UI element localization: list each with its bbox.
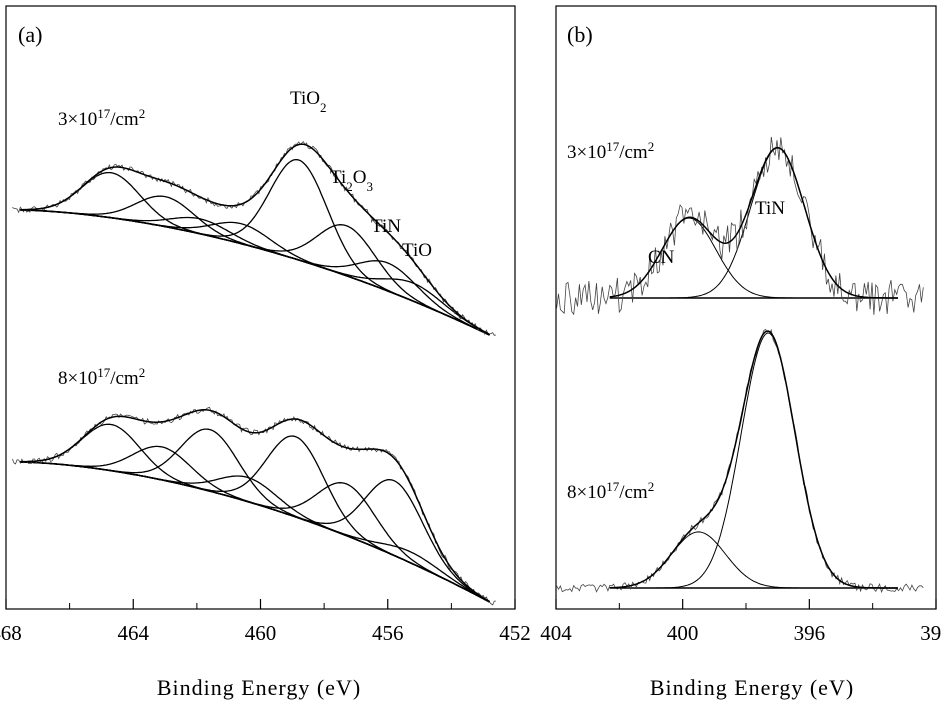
background-line (21, 209, 490, 336)
fit-component (20, 435, 490, 603)
panel-b-plot (556, 136, 924, 594)
x-tick-label: 400 (667, 621, 699, 645)
series-label-8e17-a: 8×1017/cm2 (58, 365, 145, 390)
panel-a-label: (a) (18, 22, 42, 47)
peak-label-cn: CN (648, 247, 675, 268)
x-tick-label: 464 (118, 621, 150, 645)
fit-component (20, 461, 490, 603)
fit-envelope (609, 146, 898, 299)
panel-b-xlabel: Binding Energy (eV) (650, 675, 854, 700)
x-tick-label: 468 (0, 621, 22, 645)
x-tick-label: 452 (499, 621, 531, 645)
raw-spectrum (556, 136, 924, 316)
fit-envelope (609, 330, 898, 589)
series-label-3e17-a: 3×1017/cm2 (58, 106, 145, 131)
raw-spectrum (556, 328, 924, 594)
x-tick-label: 396 (794, 621, 826, 645)
annotations: 3×1017/cm2 8×1017/cm2 3×1017/cm2 8×1017/cm2… (58, 88, 785, 503)
fit-component (20, 209, 490, 336)
series-label-3e17-b: 3×1017/cm2 (567, 139, 654, 164)
fit-component (20, 445, 490, 603)
fit-component (20, 423, 490, 603)
fit-envelope (20, 409, 490, 603)
fit-component (20, 461, 490, 603)
raw-spectrum (12, 140, 497, 336)
x-tick-label: 456 (372, 621, 404, 645)
x-tick-label: 404 (540, 621, 572, 645)
panel-a-plot (12, 140, 497, 606)
fit-component (609, 332, 898, 589)
peak-label-tin-b: TiN (755, 198, 785, 219)
fit-component (20, 461, 490, 603)
panel-a-frame (5, 5, 516, 610)
peak-label-tio: TiO (402, 240, 432, 261)
fit-component (609, 531, 898, 589)
x-tick-label: 460 (245, 621, 277, 645)
panel-b-label: (b) (567, 22, 593, 47)
fit-component (20, 461, 490, 603)
peak-label-tin: TiN (371, 216, 401, 237)
peak-label-tio2: TiO2 (290, 88, 326, 115)
x-tick-label: 392 (920, 621, 942, 645)
peak-label-ti2o3: Ti2O3 (330, 167, 373, 194)
series-label-8e17-b: 8×1017/cm2 (567, 479, 654, 504)
panel-a-xlabel: Binding Energy (eV) (157, 675, 361, 700)
background-line (21, 461, 490, 603)
panel-a-x-axis: 468 464 460 456 452 (0, 599, 531, 645)
panel-b-x-axis: 404 400 396 392 (540, 599, 942, 645)
fit-envelope (20, 143, 490, 336)
fit-component (20, 209, 490, 336)
fit-component (609, 147, 898, 299)
